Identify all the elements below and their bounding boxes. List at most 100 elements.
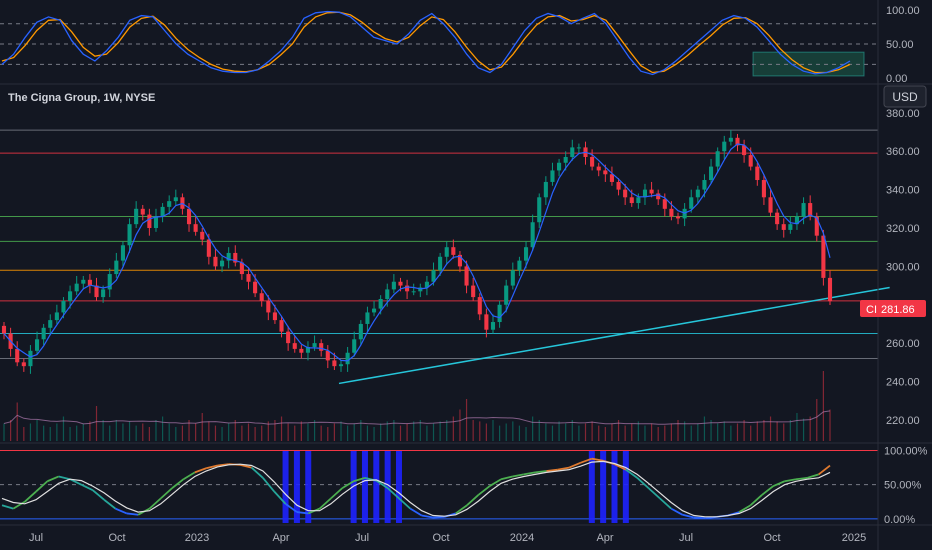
candle-body: [34, 339, 40, 351]
currency-button[interactable]: USD: [883, 85, 927, 108]
oscillator-colored-segment: [500, 475, 513, 481]
oscillator-colored-segment: [353, 476, 366, 483]
candle-body: [590, 157, 595, 167]
candle-body: [292, 343, 297, 349]
candle-body: [68, 291, 73, 301]
volume-bar: [703, 416, 706, 441]
candle-body: [107, 274, 112, 290]
x-tick-label: Apr: [272, 532, 289, 544]
oscillator-signal-bar: [282, 451, 289, 523]
candle-body: [279, 320, 284, 332]
candle-body: [239, 262, 244, 275]
oscillator-colored-segment: [194, 467, 207, 474]
volume-bar: [578, 425, 580, 441]
candle-body: [259, 293, 264, 301]
price-panel[interactable]: [0, 129, 890, 441]
volume-bar: [16, 402, 18, 441]
oscillator-colored-segment: [807, 473, 819, 479]
volume-bar: [115, 420, 117, 441]
last-price-badge: [860, 300, 926, 317]
oscillator-colored-segment: [58, 475, 71, 481]
candle-body: [457, 254, 463, 267]
volume-bar: [49, 427, 51, 441]
oscillator-signal-bar: [373, 451, 380, 523]
oscillator-colored-segment: [126, 512, 139, 516]
volume-bar: [373, 427, 375, 441]
volume-bar: [525, 427, 527, 441]
volume-bar: [598, 425, 600, 441]
volume-bar: [214, 425, 217, 441]
oscillator-signal-bar: [600, 451, 607, 523]
candle-body: [477, 297, 482, 315]
volume-bar: [62, 416, 65, 441]
volume-bar: [128, 421, 131, 441]
candle-body: [319, 343, 324, 351]
oscillator-colored-segment: [512, 473, 524, 478]
oscillator-colored-segment: [557, 466, 570, 471]
oscillator-colored-segment: [772, 480, 785, 487]
volume-bar: [637, 421, 639, 441]
volume-bar: [43, 425, 45, 441]
price-tick-label: 360.00: [886, 146, 920, 158]
stochastic-panel[interactable]: [0, 10, 878, 77]
volume-bar: [95, 406, 98, 441]
volume-bar: [360, 420, 362, 441]
candle-body: [186, 208, 192, 225]
volume-bar: [465, 399, 468, 441]
candle-body: [649, 189, 654, 194]
candle-body: [444, 247, 449, 257]
volume-bar: [280, 416, 283, 441]
volume-bar: [472, 420, 474, 441]
candle-body: [675, 216, 681, 219]
oscillator-colored-segment: [693, 516, 706, 520]
candle-body: [616, 181, 621, 190]
oscillator-colored-segment: [262, 477, 275, 493]
currency-button-bg[interactable]: [883, 85, 927, 108]
volume-bar: [816, 399, 818, 441]
last-price-label: CI 281.86: [860, 300, 926, 317]
candle-body: [596, 166, 601, 171]
candle-body: [246, 274, 251, 282]
oscillator-colored-segment: [682, 513, 695, 519]
candle-body: [87, 279, 92, 286]
volume-bar: [261, 425, 263, 441]
oscillator-colored-segment: [148, 497, 162, 510]
price-tick-label: 260.00: [886, 338, 920, 350]
volume-bar: [386, 421, 388, 441]
volume-bar: [201, 413, 203, 441]
candle-body: [332, 360, 337, 367]
candle-body: [200, 231, 205, 240]
volume-bar: [446, 420, 448, 441]
candle-body: [629, 197, 634, 204]
volume-bar: [333, 423, 335, 441]
candle-body: [74, 283, 79, 292]
volume-bar: [267, 421, 269, 441]
oscillator-colored-segment: [455, 504, 468, 515]
oscillator-signal-bar: [293, 451, 300, 523]
candle-body: [775, 212, 780, 225]
candle-body: [768, 197, 773, 213]
candle-body: [371, 308, 377, 313]
candle-body: [451, 247, 456, 255]
volume-bar: [650, 423, 653, 441]
candle-body: [609, 174, 614, 182]
currency-label[interactable]: USD: [892, 90, 918, 104]
volume-bar: [822, 371, 824, 441]
candle-body: [21, 362, 26, 367]
candle-body: [134, 208, 139, 225]
volume-bar: [617, 420, 620, 441]
candle-body: [213, 256, 218, 267]
candle-body: [385, 289, 390, 299]
candle-body: [206, 239, 211, 257]
oscillator-colored-segment: [160, 487, 173, 500]
candle-body: [405, 285, 410, 292]
candle-body: [497, 304, 502, 323]
oscillator-colored-segment: [749, 494, 763, 506]
volume-bar: [750, 425, 752, 441]
oscillator-colored-segment: [69, 478, 82, 486]
candle-body: [1, 325, 7, 334]
volume-bar: [300, 421, 302, 441]
oscillator-panel[interactable]: [0, 449, 878, 523]
volume-bar: [538, 420, 540, 441]
